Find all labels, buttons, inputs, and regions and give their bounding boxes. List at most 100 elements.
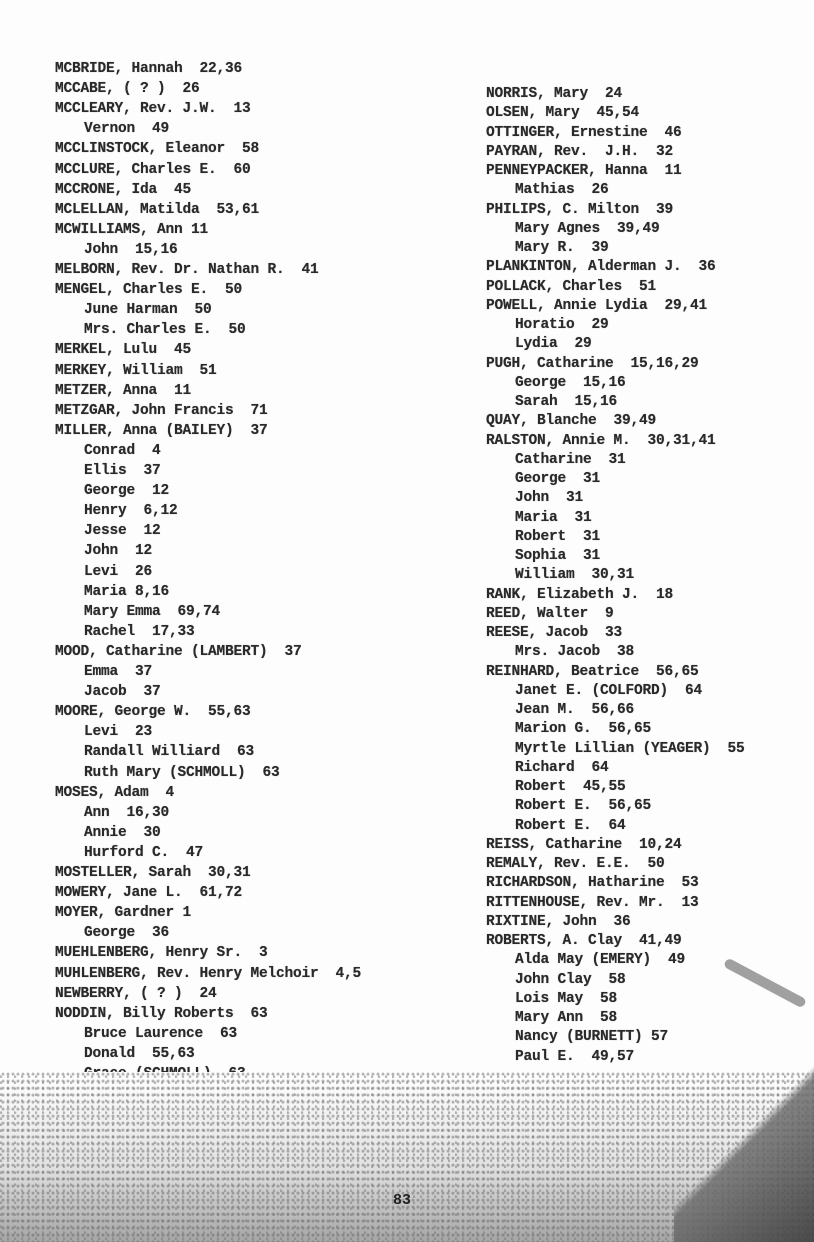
index-subentry: George 12 bbox=[84, 483, 170, 500]
index-entry: NEWBERRY, ( ? ) 24 bbox=[55, 985, 217, 1002]
index-subentry: George 31 bbox=[515, 471, 601, 487]
index-subentry: Henry 6,12 bbox=[84, 503, 178, 520]
index-entry: MCCLEARY, Rev. J.W. 13 bbox=[55, 101, 251, 118]
index-entry: MCLELLAN, Matilda 53,61 bbox=[55, 201, 260, 218]
index-subentry: Donald 55,63 bbox=[84, 1045, 195, 1062]
index-entry: MENGEL, Charles E. 50 bbox=[55, 282, 243, 299]
index-entry: MILLER, Anna (BAILEY) 37 bbox=[55, 422, 268, 439]
index-entry: MCCRONE, Ida 45 bbox=[55, 181, 192, 198]
index-entry: RICHARDSON, Hatharine 53 bbox=[486, 875, 699, 892]
index-subentry: John 12 bbox=[84, 543, 153, 560]
index-subentry: Maria 8,16 bbox=[84, 583, 170, 600]
index-entry: MERKEL, Lulu 45 bbox=[55, 342, 192, 359]
index-entry: REMALY, Rev. E.E. 50 bbox=[486, 856, 665, 872]
index-subentry: Annie 30 bbox=[84, 824, 161, 841]
index-subentry: Mary R. 39 bbox=[515, 240, 609, 256]
index-entry: OTTINGER, Ernestine 46 bbox=[486, 124, 682, 141]
index-entry: REED, Walter 9 bbox=[486, 605, 614, 622]
index-subentry: Robert E. 56,65 bbox=[515, 798, 652, 815]
index-entry: MUHLENBERG, Rev. Henry Melchoir 4,5 bbox=[55, 965, 362, 982]
index-subentry: George 15,16 bbox=[515, 374, 626, 391]
scan-dark-corner bbox=[674, 1042, 814, 1242]
index-entry: NORRIS, Mary 24 bbox=[486, 86, 623, 102]
page-number: 83 bbox=[393, 1192, 412, 1209]
index-subentry: Mary Agnes 39,49 bbox=[515, 220, 660, 237]
index-entry: REISS, Catharine 10,24 bbox=[486, 836, 682, 853]
index-subentry: Catharine 31 bbox=[515, 451, 626, 468]
index-entry: MCBRIDE, Hannah 22,36 bbox=[55, 61, 243, 77]
index-entry: POWELL, Annie Lydia 29,41 bbox=[486, 297, 708, 314]
index-subentry: Sarah 15,16 bbox=[515, 394, 618, 410]
index-entry: MELBORN, Rev. Dr. Nathan R. 41 bbox=[55, 262, 319, 278]
index-entry: REESE, Jacob 33 bbox=[486, 625, 623, 641]
index-subentry: Randall Williard 63 bbox=[84, 744, 255, 761]
index-subentry: Ruth Mary (SCHMOLL) 63 bbox=[84, 764, 280, 781]
index-entry: QUAY, Blanche 39,49 bbox=[486, 413, 657, 430]
index-subentry: Mary Ann 58 bbox=[515, 1010, 618, 1026]
index-subentry: Myrtle Lillian (YEAGER) 55 bbox=[515, 740, 745, 757]
index-subentry: Ann 16,30 bbox=[84, 804, 170, 821]
index-subentry: Horatio 29 bbox=[515, 317, 609, 333]
index-entry: MUEHLENBERG, Henry Sr. 3 bbox=[55, 945, 268, 962]
index-subentry: Lydia 29 bbox=[515, 336, 592, 353]
index-subentry: Robert E. 64 bbox=[515, 817, 626, 834]
index-entry: RANK, Elizabeth J. 18 bbox=[486, 586, 674, 603]
index-subentry: Hurford C. 47 bbox=[84, 844, 204, 861]
index-subentry: Emma 37 bbox=[84, 664, 153, 680]
index-subentry: William 30,31 bbox=[515, 567, 635, 584]
index-entry: MCWILLIAMS, Ann 11 bbox=[55, 221, 209, 238]
index-entry: MOSES, Adam 4 bbox=[55, 784, 175, 801]
index-subentry: Lois May 58 bbox=[515, 990, 618, 1007]
index-entry: MOSTELLER, Sarah 30,31 bbox=[55, 865, 251, 881]
index-entry: PAYRAN, Rev. J.H. 32 bbox=[486, 143, 674, 160]
index-subentry: Mrs. Jacob 38 bbox=[515, 644, 635, 661]
index-entry: NODDIN, Billy Roberts 63 bbox=[55, 1005, 268, 1022]
index-subentry: Robert 31 bbox=[515, 528, 601, 545]
index-subentry: Janet E. (COLFORD) 64 bbox=[515, 682, 703, 699]
index-entry: OLSEN, Mary 45,54 bbox=[486, 105, 640, 122]
index-subentry: Robert 45,55 bbox=[515, 779, 626, 795]
index-subentry: Ellis 37 bbox=[84, 463, 161, 479]
index-subentry: Marion G. 56,65 bbox=[515, 721, 652, 738]
index-entry: REINHARD, Beatrice 56,65 bbox=[486, 663, 699, 680]
index-entry: RALSTON, Annie M. 30,31,41 bbox=[486, 432, 716, 449]
index-subentry: John Clay 58 bbox=[515, 971, 626, 988]
index-entry: MCCLURE, Charles E. 60 bbox=[55, 161, 251, 178]
index-entry: ROBERTS, A. Clay 41,49 bbox=[486, 933, 682, 949]
index-subentry: June Harman 50 bbox=[84, 302, 212, 319]
index-subentry: Rachel 17,33 bbox=[84, 623, 195, 640]
index-entry: MERKEY, William 51 bbox=[55, 362, 217, 379]
index-subentry: George 36 bbox=[84, 925, 170, 942]
index-entry: METZGAR, John Francis 71 bbox=[55, 402, 268, 419]
index-subentry: Mrs. Charles E. 50 bbox=[84, 322, 246, 339]
scan-smudge bbox=[722, 957, 808, 1009]
index-entry: MOYER, Gardner 1 bbox=[55, 905, 192, 922]
index-entry: MOWERY, Jane L. 61,72 bbox=[55, 885, 243, 902]
index-subentry: Maria 31 bbox=[515, 509, 592, 526]
index-subentry: Conrad 4 bbox=[84, 442, 161, 459]
index-entry: MCCABE, ( ? ) 26 bbox=[55, 81, 200, 98]
index-entry: MOORE, George W. 55,63 bbox=[55, 704, 251, 721]
index-subentry: John 31 bbox=[515, 490, 584, 507]
index-entry: PUGH, Catharine 15,16,29 bbox=[486, 355, 699, 372]
index-entry: PENNEYPACKER, Hanna 11 bbox=[486, 163, 682, 179]
index-subentry: Levi 23 bbox=[84, 724, 153, 741]
index-subentry: Richard 64 bbox=[515, 759, 609, 776]
index-subentry: Sophia 31 bbox=[515, 548, 601, 564]
index-subentry: Alda May (EMERY) 49 bbox=[515, 952, 686, 969]
index-subentry: Bruce Laurence 63 bbox=[84, 1025, 238, 1042]
index-subentry: Levi 26 bbox=[84, 563, 153, 580]
index-entry: PLANKINTON, Alderman J. 36 bbox=[486, 259, 716, 276]
index-entry: MOOD, Catharine (LAMBERT) 37 bbox=[55, 643, 302, 660]
index-subentry: Jean M. 56,66 bbox=[515, 702, 635, 718]
index-entry: PHILIPS, C. Milton 39 bbox=[486, 201, 674, 218]
index-subentry: Mathias 26 bbox=[515, 182, 609, 199]
index-subentry: Nancy (BURNETT) 57 bbox=[515, 1029, 669, 1046]
index-entry: RITTENHOUSE, Rev. Mr. 13 bbox=[486, 894, 699, 911]
index-subentry: Jacob 37 bbox=[84, 684, 161, 701]
index-entry: MCCLINSTOCK, Eleanor 58 bbox=[55, 141, 260, 158]
index-subentry: John 15,16 bbox=[84, 241, 178, 258]
index-entry: RIXTINE, John 36 bbox=[486, 913, 631, 930]
index-entry: METZER, Anna 11 bbox=[55, 382, 192, 399]
index-entry: POLLACK, Charles 51 bbox=[486, 278, 657, 295]
